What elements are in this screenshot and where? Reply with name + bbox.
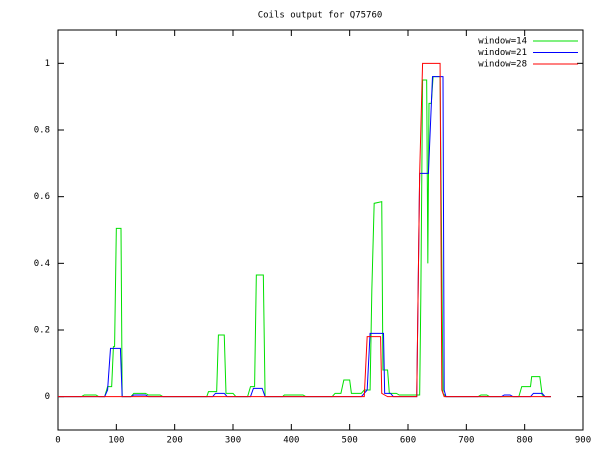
y-tick-label: 0.8 — [34, 126, 50, 136]
x-tick-label: 100 — [108, 436, 124, 446]
y-tick-label: 0.6 — [34, 192, 50, 202]
y-tick-label: 0.2 — [34, 326, 50, 336]
x-tick-label: 800 — [517, 436, 533, 446]
y-tick-label: 1 — [45, 59, 50, 69]
series-line — [58, 76, 551, 398]
series-line — [58, 76, 551, 398]
x-tick-label: 200 — [167, 436, 183, 446]
series-line — [58, 62, 551, 398]
chart-title: Coils output for Q75760 — [258, 11, 383, 21]
x-tick-label: 700 — [458, 436, 474, 446]
plot-frame — [57, 29, 584, 431]
legend-label: window=28 — [478, 60, 527, 70]
y-tick-label: 0 — [45, 392, 50, 402]
legend-label: window=21 — [478, 48, 527, 58]
x-tick-label: 600 — [400, 436, 416, 446]
x-tick-label: 900 — [575, 436, 591, 446]
x-tick-label: 300 — [225, 436, 241, 446]
x-tick-label: 400 — [283, 436, 299, 446]
x-tick-label: 0 — [55, 436, 60, 446]
y-tick-label: 0.4 — [34, 259, 50, 269]
x-tick-label: 500 — [342, 436, 358, 446]
legend-label: window=14 — [478, 37, 527, 47]
